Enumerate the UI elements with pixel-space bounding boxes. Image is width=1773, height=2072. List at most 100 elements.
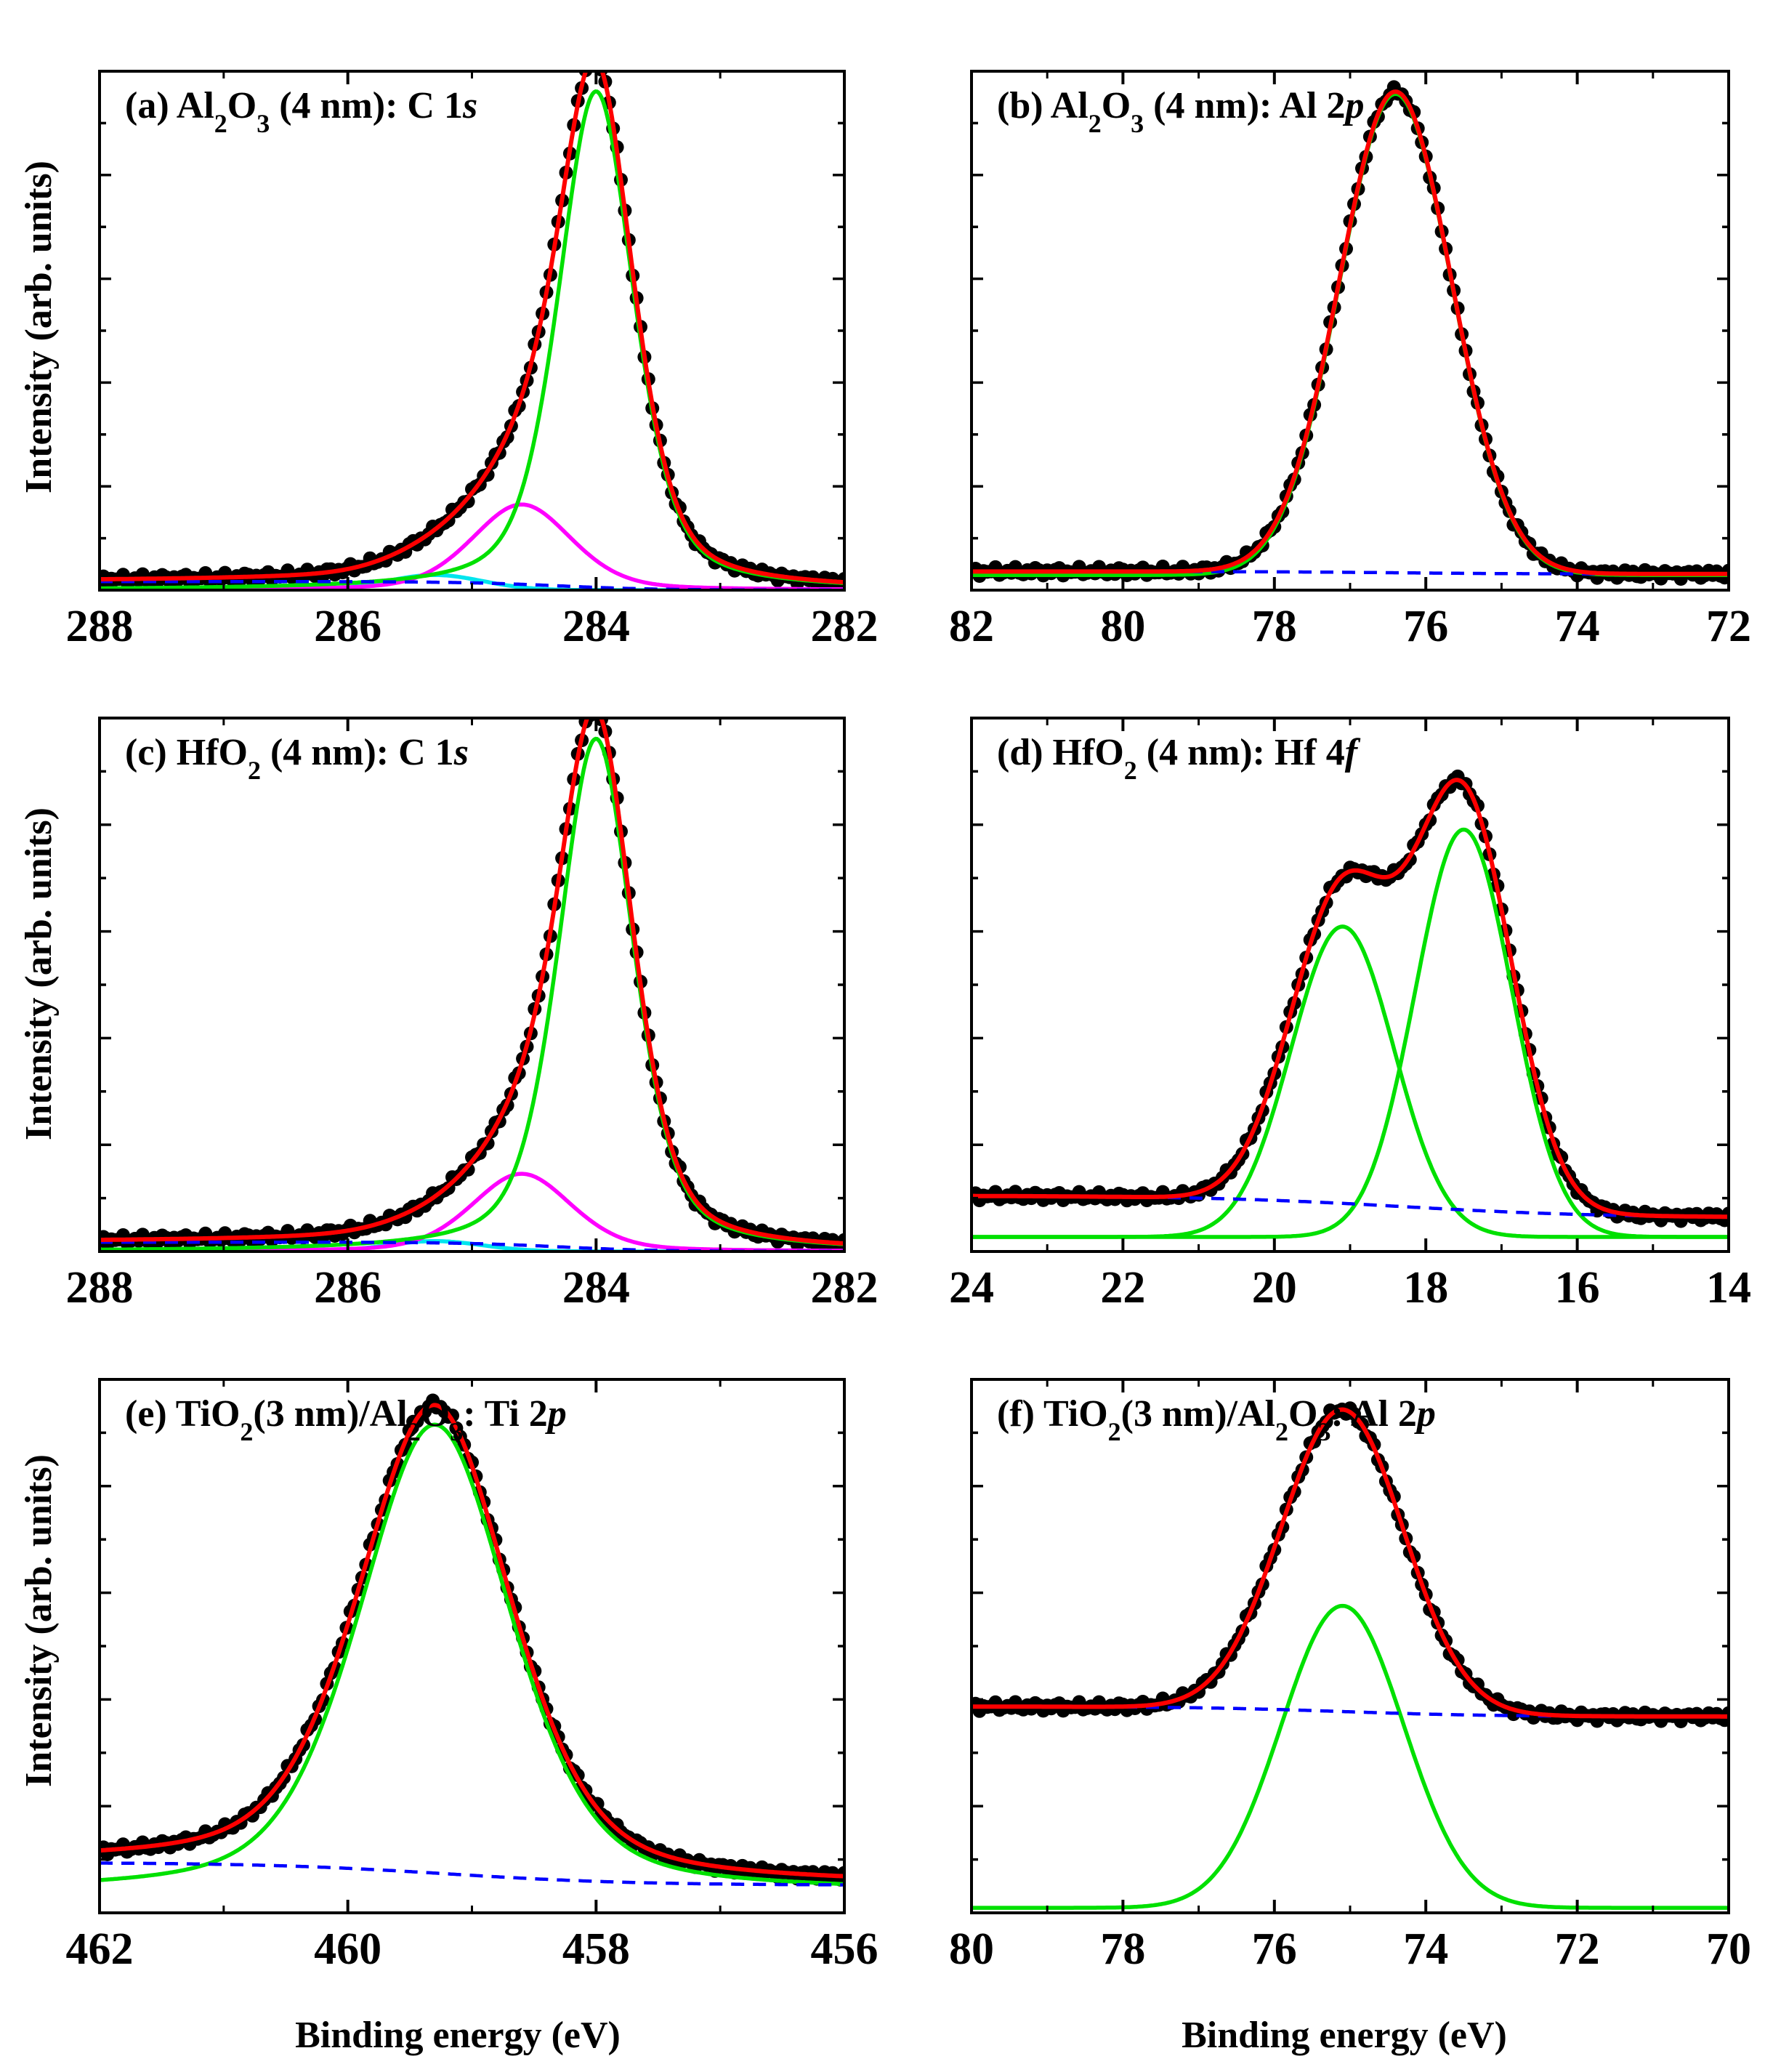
x-tick-label: 74: [1403, 1924, 1448, 1974]
plot-area: [100, 703, 844, 1251]
x-tick-label: 282: [811, 602, 879, 651]
panel-title-run: (4 nm): Hf 4: [1137, 732, 1345, 773]
x-axis-title: Binding energy (eV): [1182, 2015, 1507, 2056]
x-tick-label: 76: [1403, 602, 1448, 651]
plot-frame: [970, 70, 1730, 592]
main-component-curve: [100, 89, 844, 590]
x-tick-label: 288: [66, 1263, 134, 1313]
background-curve: [972, 1704, 1729, 1719]
panel-title-run: : Al 2: [1330, 1393, 1416, 1435]
panel-title-run: (c) HfO: [125, 732, 248, 773]
panel-title-run: f: [1345, 732, 1361, 773]
plot-area: [972, 769, 1729, 1239]
plot-frame: [970, 717, 1730, 1253]
x-tick-label: 72: [1555, 1924, 1600, 1974]
x-tick-label: 80: [1100, 602, 1145, 651]
y-axis-title: Intensity (arb. units): [18, 161, 60, 493]
x-axis-title: Binding energy (eV): [295, 2015, 621, 2056]
x-tick-label: 72: [1706, 602, 1751, 651]
fit-envelope-curve: [100, 718, 844, 1246]
panel-title-run: (e) TiO: [125, 1393, 240, 1435]
panel-title-run: (4 nm): C 1: [261, 732, 454, 773]
panel-title-c: (c) HfO2 (4 nm): C 1s: [125, 732, 469, 785]
background-curve: [972, 1194, 1729, 1219]
x-tick-label: 76: [1252, 1924, 1297, 1974]
y-axis-title: Intensity (arb. units): [18, 807, 60, 1140]
x-tick-label: 18: [1403, 1263, 1448, 1313]
data-point: [586, 703, 600, 717]
plot-frame: [98, 70, 846, 592]
panel-title-run: 3: [1317, 1417, 1330, 1446]
panel-title-run: O: [421, 1393, 450, 1435]
panel-title-f: (f) TiO2(3 nm)/Al2O3: Al 2p: [997, 1393, 1436, 1446]
panel-f: 80 78 76 74 72 70(f) TiO2(3 nm)/Al2O3: Al 2p: [949, 1378, 1751, 1974]
x-tick-label: 460: [314, 1924, 381, 1974]
tertiary-component-curve: [100, 573, 844, 590]
plot-area: [100, 49, 844, 590]
panel-title-run: 2: [1124, 756, 1137, 785]
panel-title-a: (a) Al2O3 (4 nm): C 1s: [125, 85, 477, 138]
main-component-curve: [972, 827, 1729, 1239]
panel-title-run: (4 nm): C 1: [270, 85, 463, 126]
panel-title-run: O: [1102, 85, 1131, 126]
panel-title-run: p: [1414, 1393, 1436, 1435]
data-point: [586, 53, 600, 67]
panel-title-run: 2: [408, 1417, 421, 1446]
panel-title-run: p: [545, 1393, 567, 1435]
panel-title-run: 3: [450, 1417, 463, 1446]
x-tick-label: 24: [949, 1263, 994, 1313]
x-tick-label: 288: [66, 602, 134, 651]
x-tick-label: 22: [1100, 1263, 1145, 1313]
main-component-curve: [972, 1603, 1729, 1910]
x-tick-label: 70: [1706, 1924, 1751, 1974]
panel-title-run: (f) TiO: [997, 1393, 1108, 1435]
x-tick-label: 282: [811, 1263, 879, 1313]
x-tick-label: 286: [314, 1263, 381, 1313]
x-tick-label: 16: [1555, 1263, 1600, 1313]
data-points: [972, 80, 1729, 586]
background-curve: [972, 570, 1729, 576]
plot-area: [972, 1401, 1729, 1910]
panel-title-d: (d) HfO2 (4 nm): Hf 4f: [997, 732, 1361, 785]
x-tick-label: 14: [1706, 1263, 1751, 1313]
fit-envelope-curve: [100, 1403, 844, 1879]
data-point: [591, 49, 605, 63]
panel-title-b: (b) Al2O3 (4 nm): Al 2p: [997, 85, 1364, 138]
plot-area: [972, 80, 1729, 586]
x-tick-label: 80: [949, 1924, 994, 1974]
x-tick-label: 78: [1100, 1924, 1145, 1974]
panel-title-run: (a) Al: [125, 85, 214, 126]
panel-title-run: (3 nm)/Al: [1121, 1393, 1275, 1435]
panel-title-run: 3: [1131, 109, 1144, 138]
panel-title-run: 2: [1275, 1417, 1288, 1446]
data-points: [100, 49, 844, 590]
data-points: [972, 769, 1729, 1228]
panel-title-run: 2: [214, 109, 227, 138]
data-point: [461, 1162, 475, 1177]
fit-envelope-curve: [972, 1407, 1729, 1719]
panel-title-run: (4 nm): Al 2: [1144, 85, 1345, 126]
main-component-curve: [972, 92, 1729, 577]
background-curve: [100, 1861, 844, 1887]
main-component-curve: [100, 1422, 844, 1887]
fit-envelope-curve: [972, 89, 1729, 576]
panel-title-run: (3 nm)/Al: [253, 1393, 407, 1435]
panel-title-run: 2: [240, 1417, 253, 1446]
panel-c: 288 286 284 282 (c) HfO2 (4 nm): C 1s: [66, 703, 879, 1313]
panel-title-run: 2: [1089, 109, 1102, 138]
x-tick-label: 458: [562, 1924, 630, 1974]
x-tick-label: 462: [66, 1924, 134, 1974]
panel-title-run: O: [1288, 1393, 1317, 1435]
panel-title-run: 2: [1108, 1417, 1121, 1446]
panel-d: 24 22 20 18 16 14 (d) HfO2 (4 nm): Hf 4f: [949, 717, 1751, 1313]
panel-a: 288 286 284 282 (a) Al2O3 (4 nm): C 1s: [66, 49, 879, 651]
fit-envelope-curve: [972, 778, 1729, 1220]
panel-title-run: O: [227, 85, 257, 126]
x-tick-label: 74: [1555, 602, 1600, 651]
x-tick-label: 286: [314, 602, 381, 651]
panel-title-run: 3: [257, 109, 270, 138]
panel-title-e: (e) TiO2(3 nm)/Al2O3: Ti 2p: [125, 1393, 567, 1446]
x-tick-label: 20: [1252, 1263, 1297, 1313]
plot-frame: [970, 1378, 1730, 1914]
